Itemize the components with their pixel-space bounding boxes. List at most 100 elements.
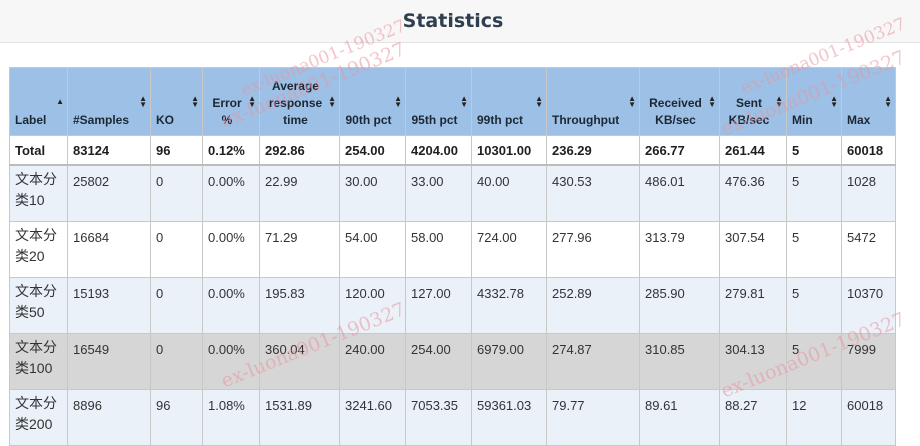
sort-both-icon: ▲ ▼ — [460, 93, 468, 109]
table-cell: 7999 — [841, 333, 896, 390]
column-header-throughput[interactable]: Throughput ▲ ▼ — [546, 67, 640, 136]
table-cell: 0.00% — [202, 164, 260, 222]
sort-ascending-icon: ▲ — [56, 96, 64, 106]
table-cell: 127.00 — [405, 277, 472, 334]
table-cell-label: 文本分类100 — [9, 333, 68, 390]
table-cell: 3241.60 — [339, 389, 406, 446]
table-cell: 0.00% — [202, 277, 260, 334]
column-header-min[interactable]: Min ▲ ▼ — [786, 67, 842, 136]
table-cell: 0 — [150, 221, 203, 278]
table-cell: 277.96 — [546, 221, 640, 278]
table-cell: 5 — [786, 333, 842, 390]
table-cell: 236.29 — [546, 135, 640, 166]
table-cell-label: 文本分类20 — [9, 221, 68, 278]
page-title: Statistics — [402, 10, 504, 32]
sort-both-icon: ▲ ▼ — [328, 93, 336, 109]
table-cell: 486.01 — [639, 164, 720, 222]
table-cell: 16684 — [67, 221, 151, 278]
table-cell: 89.61 — [639, 389, 720, 446]
table-cell: 430.53 — [546, 164, 640, 222]
table-cell: 266.77 — [639, 135, 720, 166]
table-cell: 96 — [150, 389, 203, 446]
column-header-label[interactable]: Label ▲ — [9, 67, 68, 136]
table-cell-label: 文本分类200 — [9, 389, 68, 446]
table-cell: 310.85 — [639, 333, 720, 390]
table-cell: 12 — [786, 389, 842, 446]
sort-both-icon: ▲ ▼ — [535, 93, 543, 109]
table-cell: Total — [9, 135, 68, 166]
table-cell: 274.87 — [546, 333, 640, 390]
table-cell: 307.54 — [719, 221, 787, 278]
table-cell: 5 — [786, 135, 842, 166]
column-header-99th[interactable]: 99th pct ▲ ▼ — [471, 67, 547, 136]
table-cell: 79.77 — [546, 389, 640, 446]
table-cell: 0 — [150, 277, 203, 334]
table-row[interactable]: 文本分类200 8896 96 1.08% 1531.89 3241.60 70… — [9, 389, 896, 446]
sort-both-icon: ▲ ▼ — [628, 93, 636, 109]
sort-both-icon: ▲ ▼ — [248, 93, 256, 109]
table-row[interactable]: 文本分类100 16549 0 0.00% 360.04 240.00 254.… — [9, 333, 896, 390]
table-cell-label: 文本分类50 — [9, 277, 68, 334]
table-cell: 59361.03 — [471, 389, 547, 446]
table-cell: 40.00 — [471, 164, 547, 222]
table-cell: 292.86 — [259, 135, 340, 166]
table-cell: 120.00 — [339, 277, 406, 334]
column-header-sent[interactable]: Sent KB/sec ▲ ▼ — [719, 67, 787, 136]
column-header-ko[interactable]: KO ▲ ▼ — [150, 67, 203, 136]
table-cell: 0 — [150, 164, 203, 222]
table-header-row: Label ▲ #Samples ▲ ▼ KO ▲ ▼ Error % ▲ ▼ Average… — [9, 67, 896, 136]
table-cell: 6979.00 — [471, 333, 547, 390]
table-cell-label: 文本分类10 — [9, 164, 68, 222]
page-header: Statistics — [0, 0, 920, 43]
table-cell: 195.83 — [259, 277, 340, 334]
table-cell: 0 — [150, 333, 203, 390]
table-cell: 83124 — [67, 135, 151, 166]
table-cell: 240.00 — [339, 333, 406, 390]
statistics-table: Label ▲ #Samples ▲ ▼ KO ▲ ▼ Error % ▲ ▼ Average… — [9, 67, 896, 446]
table-cell: 7053.35 — [405, 389, 472, 446]
table-cell: 476.36 — [719, 164, 787, 222]
table-cell: 33.00 — [405, 164, 472, 222]
table-cell: 1028 — [841, 164, 896, 222]
column-header-max[interactable]: Max ▲ ▼ — [841, 67, 896, 136]
table-cell: 0.12% — [202, 135, 260, 166]
table-cell: 254.00 — [405, 333, 472, 390]
table-cell: 360.04 — [259, 333, 340, 390]
table-row[interactable]: 文本分类50 15193 0 0.00% 195.83 120.00 127.0… — [9, 277, 896, 334]
sort-both-icon: ▲ ▼ — [775, 93, 783, 109]
column-header-average[interactable]: Average response time ▲ ▼ — [259, 67, 340, 136]
table-cell: 30.00 — [339, 164, 406, 222]
sort-both-icon: ▲ ▼ — [884, 93, 892, 109]
column-header-95th[interactable]: 95th pct ▲ ▼ — [405, 67, 472, 136]
table-cell: 279.81 — [719, 277, 787, 334]
table-cell: 96 — [150, 135, 203, 166]
table-cell: 4332.78 — [471, 277, 547, 334]
table-cell: 54.00 — [339, 221, 406, 278]
column-header-error[interactable]: Error % ▲ ▼ — [202, 67, 260, 136]
table-cell: 313.79 — [639, 221, 720, 278]
table-cell: 10370 — [841, 277, 896, 334]
table-cell: 10301.00 — [471, 135, 547, 166]
column-header-samples[interactable]: #Samples ▲ ▼ — [67, 67, 151, 136]
column-header-90th[interactable]: 90th pct ▲ ▼ — [339, 67, 406, 136]
table-cell: 16549 — [67, 333, 151, 390]
table-cell: 5 — [786, 277, 842, 334]
table-row[interactable]: 文本分类10 25802 0 0.00% 22.99 30.00 33.00 4… — [9, 164, 896, 222]
table-cell: 88.27 — [719, 389, 787, 446]
sort-both-icon: ▲ ▼ — [708, 93, 716, 109]
table-cell: 1531.89 — [259, 389, 340, 446]
column-header-received[interactable]: Received KB/sec ▲ ▼ — [639, 67, 720, 136]
sort-both-icon: ▲ ▼ — [830, 93, 838, 109]
table-cell: 1.08% — [202, 389, 260, 446]
table-cell: 5472 — [841, 221, 896, 278]
table-cell: 22.99 — [259, 164, 340, 222]
table-cell: 5 — [786, 221, 842, 278]
table-cell: 285.90 — [639, 277, 720, 334]
table-cell: 71.29 — [259, 221, 340, 278]
table-cell: 0.00% — [202, 333, 260, 390]
table-cell: 15193 — [67, 277, 151, 334]
table-row[interactable]: 文本分类20 16684 0 0.00% 71.29 54.00 58.00 7… — [9, 221, 896, 278]
table-cell: 60018 — [841, 135, 896, 166]
table-cell: 0.00% — [202, 221, 260, 278]
table-total-row: Total 83124 96 0.12% 292.86 254.00 4204.… — [9, 135, 896, 166]
